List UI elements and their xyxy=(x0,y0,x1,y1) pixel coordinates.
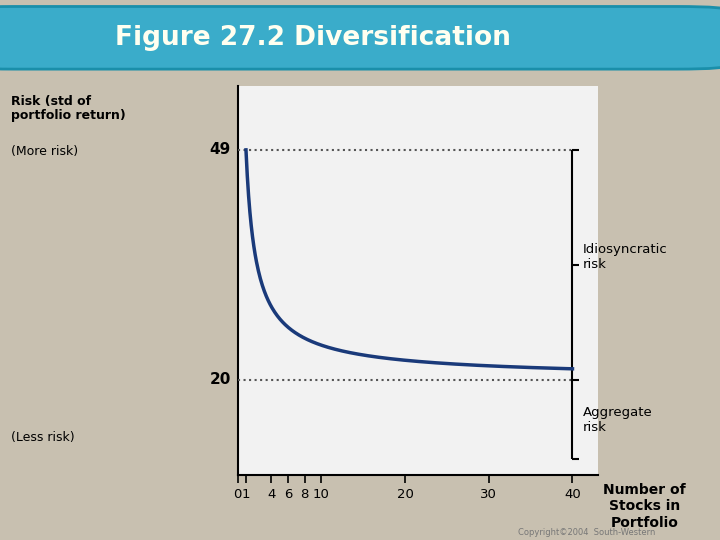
Text: Risk (std of
portfolio return): Risk (std of portfolio return) xyxy=(11,94,125,123)
Text: Number of
Stocks in
Portfolio: Number of Stocks in Portfolio xyxy=(603,483,685,530)
Text: (Less risk): (Less risk) xyxy=(11,431,74,444)
Text: Copyright©2004  South-Western: Copyright©2004 South-Western xyxy=(518,528,656,537)
FancyBboxPatch shape xyxy=(0,6,720,69)
Text: 49: 49 xyxy=(210,143,231,157)
Text: 20: 20 xyxy=(210,373,231,388)
Text: Idiosyncratic
risk: Idiosyncratic risk xyxy=(582,243,667,271)
Text: Figure 27.2 Diversification: Figure 27.2 Diversification xyxy=(114,25,510,51)
Text: (More risk): (More risk) xyxy=(11,145,78,158)
Text: Aggregate
risk: Aggregate risk xyxy=(582,406,652,434)
